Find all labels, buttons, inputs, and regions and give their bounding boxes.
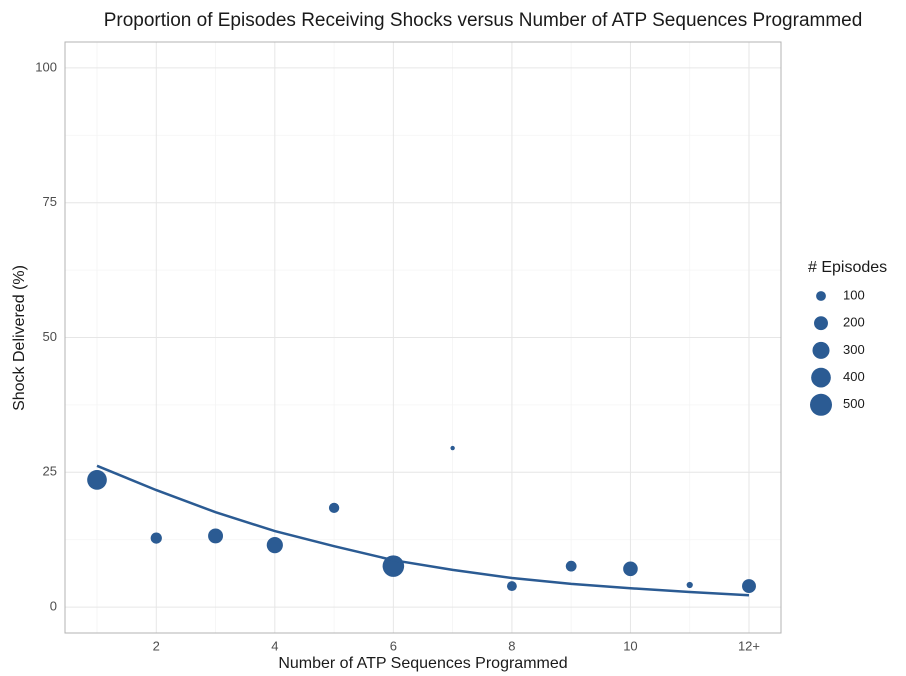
x-tick-label: 12+ [738,638,760,653]
legend-label: 300 [843,342,865,357]
y-tick-label: 75 [43,194,57,209]
point [450,445,455,451]
point [565,560,577,572]
panel-border [64,41,782,634]
point [506,581,517,592]
point [742,579,756,594]
legend-title: # Episodes [808,259,887,276]
y-tick-label: 0 [50,599,57,614]
x-tick-label: 10 [623,638,637,653]
point [686,581,693,589]
legend-symbol [812,341,830,359]
legend-symbol [814,316,828,331]
legend-label: 400 [843,369,865,384]
legend-symbol [811,367,831,388]
legend-label: 200 [843,315,865,330]
y-tick-label: 100 [35,59,57,74]
legend-label: 500 [843,396,865,411]
y-tick-label: 25 [43,464,57,479]
point [87,470,107,490]
fit-line [96,464,750,597]
legend-label: 100 [843,287,865,302]
x-tick-label: 4 [271,638,278,653]
x-tick-label: 6 [390,638,397,653]
point [328,502,340,514]
chart-title: Proportion of Episodes Receiving Shocks … [104,10,863,31]
x-axis-title: Number of ATP Sequences Programmed [278,655,567,672]
legend-symbol [816,291,826,301]
point [266,537,283,554]
point [150,532,162,544]
point [208,528,224,544]
x-tick-label: 2 [153,638,160,653]
legend-symbol [809,393,833,416]
point [623,561,638,577]
x-tick-label: 8 [508,638,515,653]
y-tick-label: 50 [43,329,57,344]
y-axis-title: Shock Delivered (%) [11,265,28,411]
